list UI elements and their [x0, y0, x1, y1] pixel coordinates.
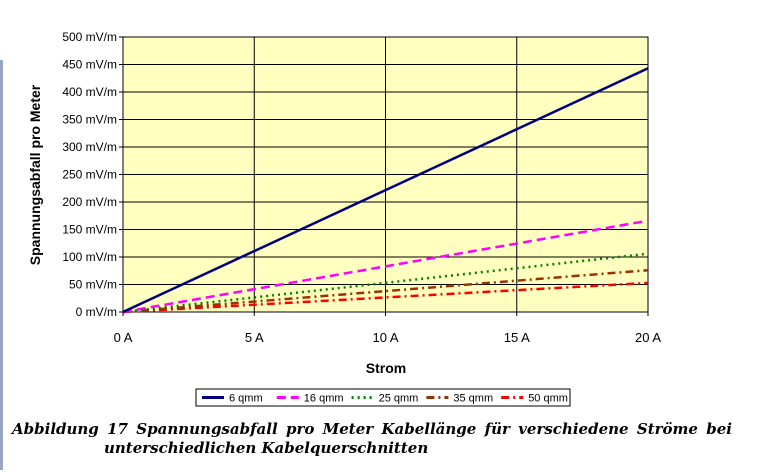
y-tick-label: 450 mV/m: [62, 58, 117, 72]
y-tick-label: 100 mV/m: [62, 250, 117, 264]
series-line-50-qmm: [122, 281, 649, 314]
y-tick-label: 150 mV/m: [62, 223, 117, 237]
series-line-35-qmm: [122, 268, 649, 314]
series-line-6-qmm: [122, 67, 649, 314]
x-tick-label: 20 A: [635, 330, 661, 345]
x-tick-label: 10 A: [372, 330, 398, 345]
y-tick-label: 300 mV/m: [62, 140, 117, 154]
series-line-16-qmm: [122, 219, 649, 314]
legend-label: 50 qmm: [528, 393, 568, 405]
series-line-25-qmm: [122, 252, 649, 314]
y-tick-label: 500 mV/m: [62, 30, 117, 44]
legend-label: 6 qmm: [229, 393, 263, 405]
caption-line-1: Abbildung 17 Spannungsabfall pro Meter K…: [12, 420, 732, 438]
x-tick-label: 5 A: [245, 330, 264, 345]
x-axis-label: Strom: [366, 360, 406, 376]
plot-area: [122, 36, 649, 313]
y-tick-label: 200 mV/m: [62, 195, 117, 209]
y-tick-label: 0 mV/m: [76, 305, 117, 319]
y-tick-label: 350 mV/m: [62, 113, 117, 127]
y-axis-ticks: 0 mV/m 50 mV/m 100 mV/m 150 mV/m 200 mV/m 250…: [62, 30, 123, 319]
legend-box: [195, 388, 571, 407]
series-lines: [122, 67, 649, 314]
y-tick-label: 400 mV/m: [62, 85, 117, 99]
x-tick-label: 0 A: [114, 330, 133, 345]
y-axis-label: Spannungsabfall pro Meter: [27, 84, 43, 265]
legend: 6 qmm 16 qmm 25 qmm 35 qmm 50 qmm: [195, 388, 571, 407]
x-tick-label: 15 A: [504, 330, 530, 345]
y-tick-label: 250 mV/m: [62, 168, 117, 182]
legend-label: 35 qmm: [453, 393, 493, 405]
figure-caption: Abbildung 17 Spannungsabfall pro Meter K…: [12, 420, 732, 458]
y-tick-label: 50 mV/m: [69, 278, 117, 292]
page-edge-marker: [0, 60, 3, 470]
x-axis-ticks: 0 A 5 A 10 A 15 A 20 A: [114, 312, 661, 345]
legend-label: 16 qmm: [304, 393, 344, 405]
legend-label: 25 qmm: [379, 393, 419, 405]
caption-line-2: unterschiedlichen Kabelquerschnitten: [104, 439, 429, 457]
